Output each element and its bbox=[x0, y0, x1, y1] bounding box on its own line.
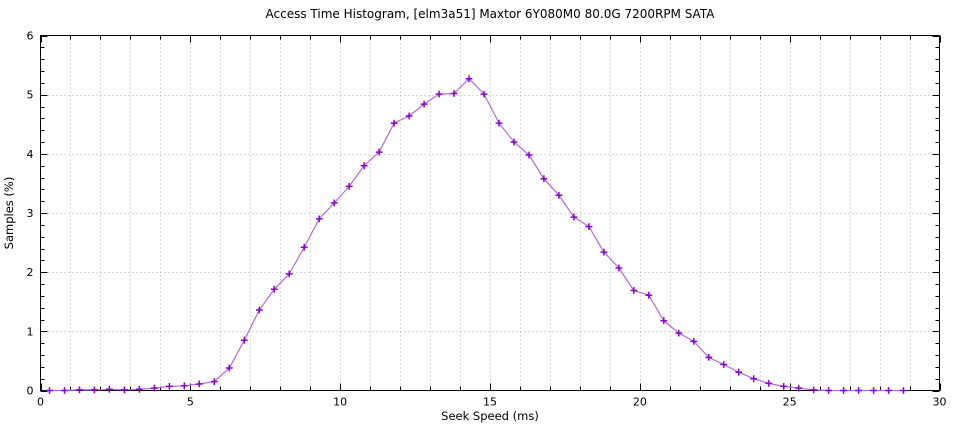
y-tick-label: 1 bbox=[27, 325, 34, 338]
y-tick-label: 0 bbox=[27, 385, 34, 398]
grid-lines bbox=[40, 35, 940, 391]
tick-labels: 0 5 10 15 20 25 30 0 1 2 3 4 5 6 bbox=[27, 30, 947, 409]
y-tick-label: 2 bbox=[27, 266, 34, 279]
data-point-markers bbox=[46, 75, 907, 394]
data-line bbox=[49, 77, 904, 392]
x-tick-label: 10 bbox=[333, 396, 347, 409]
axis-ticks bbox=[40, 35, 941, 392]
x-tick-label: 25 bbox=[783, 396, 797, 409]
y-tick-label: 5 bbox=[27, 89, 34, 102]
x-tick-label: 30 bbox=[933, 396, 947, 409]
x-tick-label: 15 bbox=[483, 396, 497, 409]
x-tick-label: 0 bbox=[37, 396, 44, 409]
x-tick-label: 5 bbox=[187, 396, 194, 409]
y-tick-label: 3 bbox=[27, 207, 34, 220]
x-axis-label: Seek Speed (ms) bbox=[441, 409, 539, 423]
x-tick-label: 20 bbox=[633, 396, 647, 409]
y-tick-label: 4 bbox=[27, 148, 34, 161]
chart-title: Access Time Histogram, [elm3a51] Maxtor … bbox=[265, 7, 715, 21]
y-tick-label: 6 bbox=[27, 30, 34, 43]
